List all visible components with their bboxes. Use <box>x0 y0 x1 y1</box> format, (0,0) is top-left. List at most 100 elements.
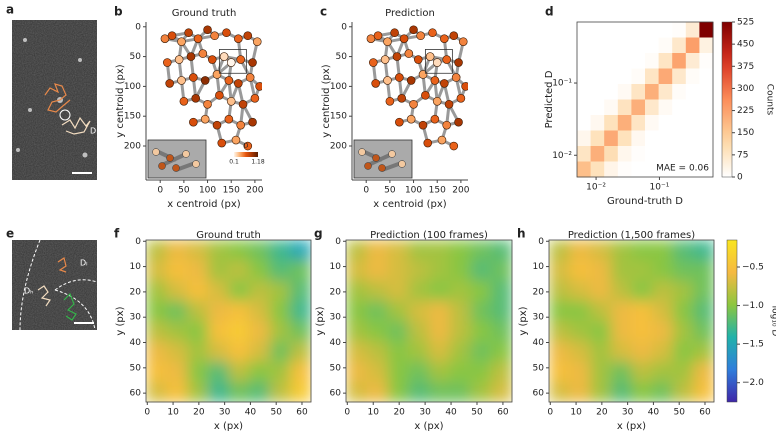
cell <box>686 115 700 131</box>
cell <box>686 131 700 147</box>
cell <box>249 341 270 362</box>
cell <box>590 341 611 362</box>
cell <box>491 341 512 362</box>
x-tick-label: 30 <box>419 408 431 418</box>
cell <box>491 301 512 322</box>
cell <box>673 301 694 322</box>
cell <box>367 321 388 342</box>
cell <box>367 382 388 403</box>
node <box>426 53 434 61</box>
cell <box>346 341 367 362</box>
image-label: D <box>90 127 96 136</box>
cell <box>631 100 645 116</box>
inset-node <box>183 151 190 158</box>
node <box>410 100 418 108</box>
cell <box>570 301 591 322</box>
node <box>251 94 259 102</box>
cell <box>672 146 686 162</box>
cell <box>686 69 700 85</box>
cells <box>146 240 312 403</box>
cell <box>632 281 653 302</box>
cell <box>570 321 591 342</box>
cell <box>645 84 659 100</box>
cell <box>187 301 208 322</box>
cell <box>652 382 673 403</box>
cell <box>686 84 700 100</box>
inset-node <box>153 149 160 156</box>
cell <box>491 240 512 261</box>
cell <box>645 53 659 69</box>
node <box>194 35 202 43</box>
cell <box>652 321 673 342</box>
x-tick-label: 10⁻¹ <box>650 183 670 193</box>
cell <box>570 382 591 403</box>
node <box>457 94 465 102</box>
node <box>445 100 453 108</box>
y-tick-label: 100 <box>330 82 347 92</box>
cell <box>249 260 270 281</box>
node <box>421 91 429 99</box>
y-axis-label: y (px) <box>315 306 326 335</box>
y-tick-label: 10⁻¹ <box>552 79 572 89</box>
cell <box>699 146 713 162</box>
cell <box>471 382 492 403</box>
x-tick-label: 30 <box>622 408 634 418</box>
panel-label: c <box>320 5 327 19</box>
cell <box>346 362 367 383</box>
node <box>166 79 174 87</box>
cell <box>591 100 605 116</box>
cell <box>270 281 291 302</box>
cell <box>673 341 694 362</box>
node <box>239 100 247 108</box>
cell <box>388 281 409 302</box>
cell <box>270 362 291 383</box>
inset-node <box>365 163 372 170</box>
inset-node <box>379 165 386 172</box>
cell <box>570 281 591 302</box>
cell <box>672 69 686 85</box>
cell <box>429 341 450 362</box>
inset-node <box>389 151 396 158</box>
node <box>395 118 403 126</box>
x-tick-label: 10 <box>167 408 179 418</box>
cell <box>249 382 270 403</box>
colorbar-tick-label: 375 <box>737 62 754 72</box>
cell <box>699 131 713 147</box>
cell <box>604 162 618 178</box>
cell <box>270 321 291 342</box>
cell <box>618 162 632 178</box>
cell <box>686 146 700 162</box>
node <box>407 115 415 123</box>
cell <box>346 240 367 261</box>
y-tick-label: 150 <box>124 112 141 122</box>
colorbar-tick-label: 150 <box>737 128 754 138</box>
panel-label: d <box>545 5 554 19</box>
cell <box>590 281 611 302</box>
cell <box>471 362 492 383</box>
cell <box>577 22 591 38</box>
node <box>211 32 219 40</box>
node <box>386 97 394 105</box>
cell <box>388 321 409 342</box>
cell <box>673 362 694 383</box>
cell <box>652 281 673 302</box>
y-tick-label: 0 <box>135 22 141 32</box>
cell <box>632 260 653 281</box>
cell <box>346 281 367 302</box>
y-tick-label: 150 <box>330 112 347 122</box>
cell <box>577 100 591 116</box>
cell <box>673 260 694 281</box>
cell <box>367 260 388 281</box>
node <box>367 35 375 43</box>
x-tick-label: 0 <box>547 408 553 418</box>
chart-title: Prediction (100 frames) <box>370 230 488 241</box>
x-tick-label: 60 <box>497 408 509 418</box>
cell <box>570 341 591 362</box>
colorbar <box>727 240 737 402</box>
cell <box>549 301 570 322</box>
cell <box>471 301 492 322</box>
cell <box>693 362 714 383</box>
cell <box>632 362 653 383</box>
y-tick-label: 40 <box>130 338 142 348</box>
cell <box>549 240 570 261</box>
